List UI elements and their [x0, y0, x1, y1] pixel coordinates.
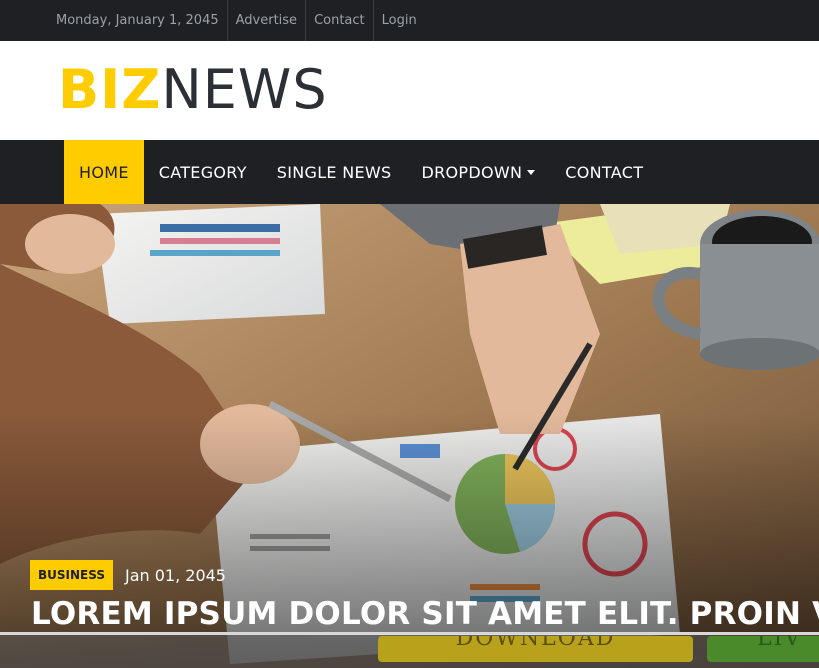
- advertise-link[interactable]: Advertise: [228, 0, 307, 41]
- hero-overlay: [0, 204, 819, 668]
- logo-news: NEWS: [161, 58, 328, 121]
- logo-biz: BIZ: [58, 58, 162, 121]
- download-button[interactable]: DOWNLOAD: [378, 636, 693, 662]
- headline-underline: [0, 632, 819, 635]
- nav-category[interactable]: CATEGORY: [158, 162, 247, 182]
- download-button-label: DOWNLOAD: [455, 636, 616, 651]
- live-button-label: LIV: [757, 636, 803, 651]
- login-link[interactable]: Login: [381, 13, 417, 28]
- nav-dropdown[interactable]: DROPDOWN: [407, 140, 551, 204]
- hero-slide[interactable]: BUSINESS Jan 01, 2045 DOWNLOAD LIV LOREM…: [0, 204, 819, 668]
- nav-home[interactable]: HOME: [64, 140, 144, 204]
- main-nav: HOME CATEGORY SINGLE NEWS DROPDOWN CONTA…: [0, 140, 819, 204]
- top-bar: Monday, January 1, 2045 Advertise Contac…: [0, 0, 819, 41]
- contact-link[interactable]: Contact: [306, 0, 374, 41]
- hero-meta: BUSINESS Jan 01, 2045: [30, 560, 226, 590]
- category-badge[interactable]: BUSINESS: [30, 560, 113, 590]
- hero-headline[interactable]: LOREM IPSUM DOLOR SIT AMET ELIT. PROIN V…: [31, 596, 819, 632]
- post-date: Jan 01, 2045: [124, 565, 226, 585]
- nav-single-news[interactable]: SINGLE NEWS: [276, 162, 392, 182]
- live-button[interactable]: LIV: [707, 636, 819, 662]
- current-date: Monday, January 1, 2045: [56, 0, 228, 41]
- header: BIZNEWS: [0, 41, 819, 140]
- nav-dropdown-label: DROPDOWN: [421, 162, 523, 182]
- site-logo[interactable]: BIZNEWS: [58, 61, 328, 119]
- nav-contact[interactable]: CONTACT: [565, 162, 644, 182]
- top-links: Monday, January 1, 2045 Advertise Contac…: [56, 0, 425, 41]
- caret-down-icon: [527, 169, 536, 175]
